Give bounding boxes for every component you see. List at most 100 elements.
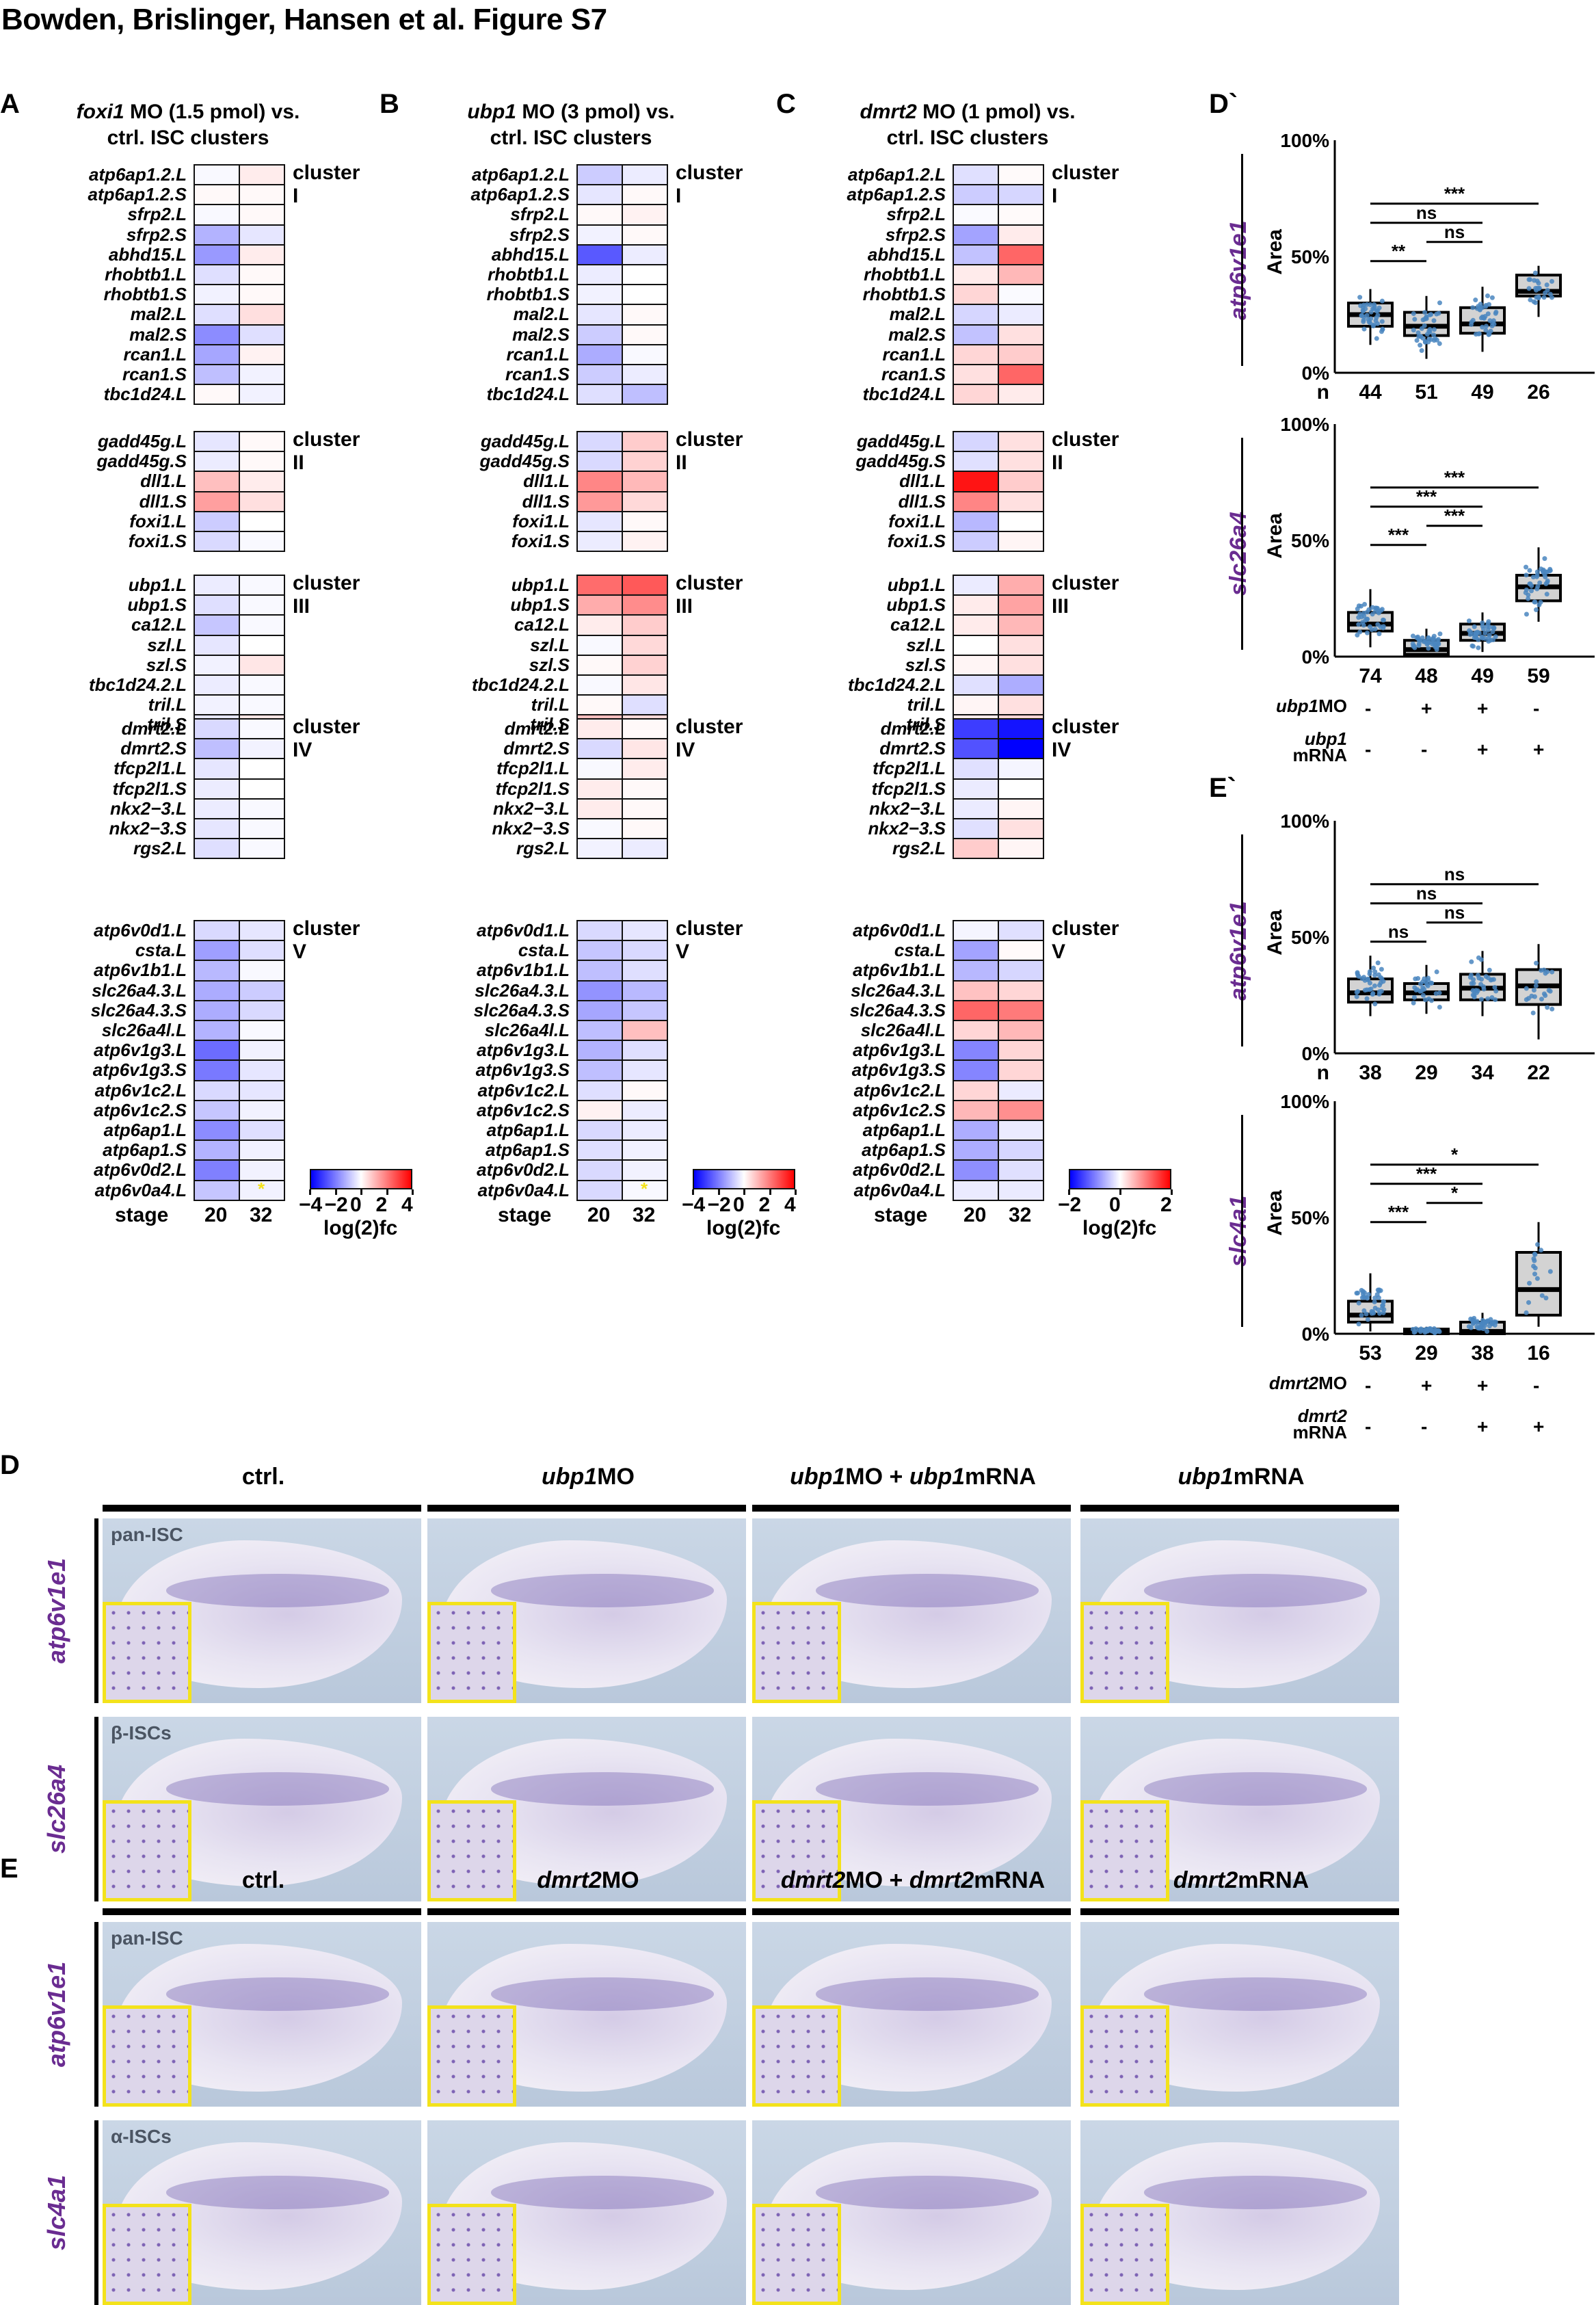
heatmap-cell <box>953 838 999 859</box>
gene-label: atp6v1b1.L <box>405 960 570 979</box>
heatmap-cell <box>576 1120 623 1141</box>
gene-label: tfcp2l1.L <box>405 759 570 778</box>
data-point <box>1532 600 1537 605</box>
column-header-bar <box>1080 1908 1399 1915</box>
gene-label: tfcp2l1.S <box>405 779 570 798</box>
heatmap-title-line2: ctrl. ISC clusters <box>887 127 1049 149</box>
data-point <box>1420 348 1424 353</box>
heatmap-cell <box>576 960 623 981</box>
heatmap-cell <box>622 1120 668 1141</box>
data-point <box>1535 286 1540 291</box>
condition-line2: mRNA <box>1293 745 1347 765</box>
heatmap-cell <box>576 1080 623 1101</box>
panel-letter: B <box>380 89 399 120</box>
heatmap-cell <box>239 738 285 759</box>
data-point <box>1476 976 1481 981</box>
data-point <box>1467 618 1472 623</box>
significance-label: *** <box>1444 505 1465 526</box>
heatmap-cell <box>953 451 999 472</box>
heatmap-cell <box>194 614 240 635</box>
heatmap-cell <box>953 204 999 225</box>
heatmap-cell <box>953 364 999 385</box>
data-point <box>1376 611 1381 616</box>
colorbar-label: log(2)fc <box>1082 1217 1156 1240</box>
condition-suffix: MO <box>1318 1373 1347 1393</box>
n-value: 29 <box>1415 1342 1437 1365</box>
heatmap-cell <box>239 164 285 185</box>
gene-label: ubp1.L <box>782 575 946 594</box>
heatmap-cell <box>622 204 668 225</box>
stain-band <box>1144 2176 1367 2209</box>
heatmap-cell <box>576 635 623 656</box>
condition-sign: - <box>1533 698 1539 720</box>
colorbar-label: log(2)fc <box>706 1217 780 1240</box>
stain-band <box>816 1574 1039 1607</box>
heatmap-cell <box>239 594 285 616</box>
gene-divider <box>1241 834 1243 1046</box>
data-point <box>1542 556 1547 561</box>
heatmap-cell <box>998 674 1044 696</box>
gene-label: dll1.L <box>782 471 946 490</box>
data-point <box>1534 961 1539 966</box>
stage-label: stage <box>874 1204 927 1227</box>
heatmap-cell <box>998 798 1044 819</box>
condition-sign: - <box>1533 1375 1539 1397</box>
gene-label: rcan1.S <box>405 365 570 384</box>
column-header-text: mRNA <box>1238 1867 1309 1893</box>
data-point <box>1355 990 1359 995</box>
heatmap-cell <box>194 920 240 941</box>
heatmap-cell <box>576 1020 623 1041</box>
marker-tag: pan-ISC <box>111 1927 183 1949</box>
condition-sign: - <box>1365 1416 1371 1438</box>
data-point <box>1420 326 1424 331</box>
heatmap-cell <box>239 431 285 452</box>
data-point <box>1412 995 1417 1000</box>
stain-band <box>491 1772 714 1806</box>
y-tick-label: 100% <box>1280 414 1329 435</box>
gene-label: atp6ap1.S <box>405 1140 570 1159</box>
cluster-label: cluster V <box>676 917 743 964</box>
data-point <box>1474 332 1478 337</box>
data-point <box>1469 644 1474 648</box>
column-header-text2: mRNA <box>974 1867 1045 1893</box>
heatmap-cell <box>576 284 623 305</box>
gene-label: atp6ap1.L <box>782 1120 946 1140</box>
heatmap-cell <box>239 471 285 492</box>
heatmap-cell <box>622 324 668 345</box>
gene-label: rhobtb1.L <box>405 265 570 284</box>
heatmap-cell <box>239 674 285 696</box>
gene-label: rcan1.L <box>782 345 946 364</box>
data-point <box>1418 1329 1423 1334</box>
data-point <box>1543 993 1547 998</box>
embryo-image <box>752 2120 1071 2305</box>
data-point <box>1361 1295 1366 1300</box>
heatmap-cell <box>953 1159 999 1181</box>
data-point <box>1365 997 1370 1001</box>
heatmap-cell <box>239 304 285 325</box>
heatmap-cell <box>953 920 999 941</box>
column-header-bar <box>752 1908 1071 1915</box>
heatmap-cell <box>953 1000 999 1021</box>
condition-gene: dmrt2 <box>1269 1373 1318 1393</box>
heatmap-cell <box>239 324 285 345</box>
heatmap-cell <box>622 384 668 405</box>
data-point <box>1532 1272 1537 1276</box>
heatmap-cell <box>998 284 1044 305</box>
heatmap-cell <box>576 1180 623 1201</box>
gene-label: nkx2−3.L <box>405 799 570 818</box>
gene-label: abhd15.L <box>405 245 570 264</box>
heatmap-cell <box>998 1020 1044 1041</box>
significance-label: *** <box>1444 467 1465 488</box>
data-point <box>1482 1319 1487 1324</box>
heatmap-cell <box>998 778 1044 800</box>
data-point <box>1366 1317 1370 1322</box>
gene-label: slc26a4.3.L <box>405 981 570 1000</box>
heatmap-cell <box>194 184 240 205</box>
heatmap-cell <box>576 1000 623 1021</box>
gene-label: mal2.S <box>405 325 570 344</box>
column-header-bar <box>427 1505 746 1512</box>
heatmap-cell <box>576 798 623 819</box>
n-value: 51 <box>1415 381 1437 404</box>
data-point <box>1428 313 1433 317</box>
n-value: 38 <box>1471 1342 1493 1365</box>
